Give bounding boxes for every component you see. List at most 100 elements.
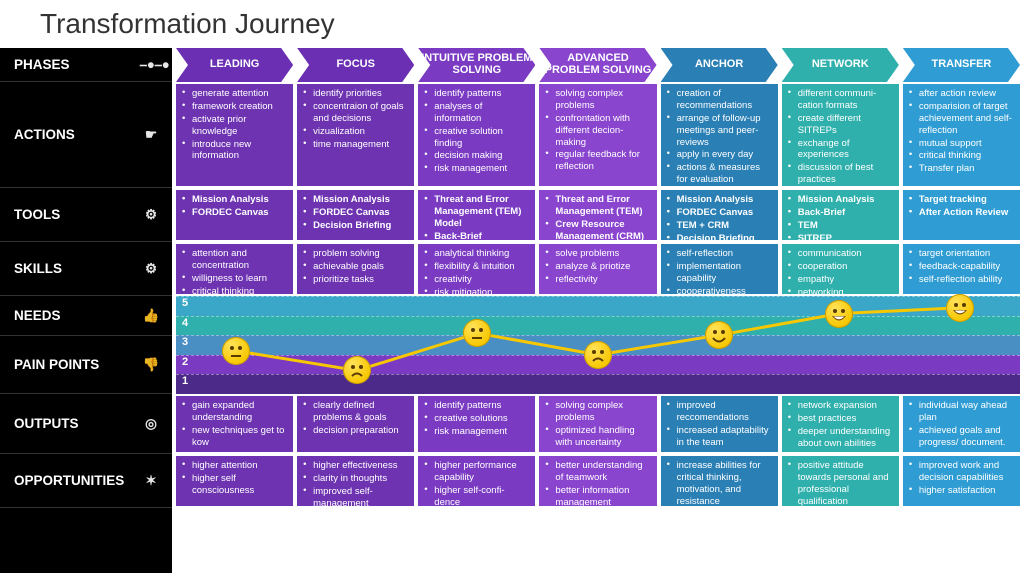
list-item: Mission Analysis (788, 194, 893, 206)
list-item: feedback-capability (909, 261, 1014, 273)
cell: solving complex problemsoptimized handli… (539, 396, 656, 452)
emotion-marker (825, 300, 853, 328)
list-item: Mission Analysis (182, 194, 287, 206)
list-item: introduce new information (182, 139, 287, 163)
list-item: solve problems (545, 248, 650, 260)
row-label-text: PAIN POINTS (14, 357, 99, 372)
row-label-text: OPPORTUNITIES (14, 473, 124, 488)
list-item: Decision Briefing (667, 233, 772, 240)
list-item: clarity in thoughts (303, 473, 408, 485)
cell: higher attentionhigher self consciousnes… (176, 456, 293, 506)
list-item: discussion of best practices (788, 162, 893, 186)
list-item: After Action Review (909, 207, 1014, 219)
cell: higher performance capabilityhigher self… (418, 456, 535, 506)
cell: better understanding of teamworkbetter i… (539, 456, 656, 506)
list-item: solving complex problems (545, 88, 650, 112)
cell: identify patternsanalyses of information… (418, 84, 535, 186)
cell: attention and concentrationwilligness to… (176, 244, 293, 294)
list-item: optimized handling with uncertainty (545, 425, 650, 449)
row-label-text: TOOLS (14, 207, 60, 222)
list-item: self-reflection ability (909, 274, 1014, 286)
emotion-marker (222, 337, 250, 365)
list-item: creative solution finding (424, 126, 529, 150)
list-item: vizualization (303, 126, 408, 138)
row-label-text: NEEDS (14, 308, 61, 323)
row-tools: Mission AnalysisFORDEC CanvasMission Ana… (172, 188, 1024, 242)
list-item: flexibility & intuition (424, 261, 529, 273)
emotion-chart: 54321 (176, 296, 1020, 394)
list-item: reflectivity (545, 274, 650, 286)
tools-icon: ⚙ (140, 207, 162, 223)
list-item: risk mitigation (424, 287, 529, 294)
list-item: solving complex problems (545, 400, 650, 424)
actions-icon: ☛ (140, 127, 162, 143)
row-label-pain: PAIN POINTS 👎 (0, 336, 172, 394)
list-item: comparision of target achievement and se… (909, 101, 1014, 137)
list-item: FORDEC Canvas (182, 207, 287, 219)
cell: solving complex problemsconfrontation wi… (539, 84, 656, 186)
list-item: higher performance capability (424, 460, 529, 484)
list-item: generate attention (182, 88, 287, 100)
cell: identify prioritiesconcentraion of goals… (297, 84, 414, 186)
list-item: clearly defined problems & goals (303, 400, 408, 424)
phase-header-row: LEADINGFOCUSINTUITIVE PROBLEM SOLVINGADV… (172, 48, 1024, 82)
list-item: achieved goals and progress/ document. (909, 425, 1014, 449)
list-item: creation of recommendations (667, 88, 772, 112)
list-item: networking (788, 287, 893, 294)
cell: positive attitude towards personal and p… (782, 456, 899, 506)
list-item: identify patterns (424, 400, 529, 412)
cell: gain expanded understandingnew technique… (176, 396, 293, 452)
cell: higher effectivenessclarity in thoughtsi… (297, 456, 414, 506)
cell: increase abilities for critical thinking… (661, 456, 778, 506)
row-label-text: ACTIONS (14, 127, 75, 142)
phase-header: ADVANCED PROBLEM SOLVING (539, 48, 656, 82)
cell: problem solvingachievable goalsprioritiz… (297, 244, 414, 294)
row-skills: attention and concentrationwilligness to… (172, 242, 1024, 296)
row-label-opps: OPPORTUNITIES ✶ (0, 454, 172, 508)
row-label-tools: TOOLS ⚙ (0, 188, 172, 242)
cell: Mission AnalysisFORDEC CanvasDecision Br… (297, 190, 414, 240)
list-item: creative solutions (424, 413, 529, 425)
cell: Target trackingAfter Action Review (903, 190, 1020, 240)
journey-map: PHASES ⎯●⎯● ACTIONS ☛ TOOLS ⚙ SKILLS ⚙ N… (0, 48, 1024, 573)
list-item: identify patterns (424, 88, 529, 100)
list-item: actions & measures for evaluation (667, 162, 772, 186)
cell: different communi-cation formatscreate d… (782, 84, 899, 186)
row-opps: higher attentionhigher self consciousnes… (172, 454, 1024, 508)
list-item: analytical thinking (424, 248, 529, 260)
journey-grid: LEADINGFOCUSINTUITIVE PROBLEM SOLVINGADV… (172, 48, 1024, 573)
row-labels: PHASES ⎯●⎯● ACTIONS ☛ TOOLS ⚙ SKILLS ⚙ N… (0, 48, 172, 573)
list-item: higher satisfaction (909, 485, 1014, 497)
cell: individual way ahead planachieved goals … (903, 396, 1020, 452)
list-item: deeper understanding about own abilities (788, 426, 893, 450)
list-item: concentraion of goals and decisions (303, 101, 408, 125)
cell: after action reviewcomparision of target… (903, 84, 1020, 186)
list-item: gain expanded understanding (182, 400, 287, 424)
row-label-actions: ACTIONS ☛ (0, 82, 172, 188)
list-item: risk management (424, 163, 529, 175)
list-item: cooperativeness (667, 286, 772, 294)
list-item: increase abilities for critical thinking… (667, 460, 772, 506)
list-item: best practices (788, 413, 893, 425)
spark-icon: ✶ (140, 473, 162, 489)
emotion-marker (584, 341, 612, 369)
cell: network expansionbest practicesdeeper un… (782, 396, 899, 452)
cell: improved work and decision capabilitiesh… (903, 456, 1020, 506)
phase-header: FOCUS (297, 48, 414, 82)
list-item: improved self-management (303, 486, 408, 506)
list-item: improved work and decision capabilities (909, 460, 1014, 484)
list-item: better information management (545, 485, 650, 506)
target-icon: ◎ (140, 416, 162, 432)
cell: Threat and Error Management (TEM)Crew Re… (539, 190, 656, 240)
row-actions: generate attentionframework creationacti… (172, 82, 1024, 188)
emotion-marker (705, 321, 733, 349)
row-label-outputs: OUTPUTS ◎ (0, 394, 172, 454)
page-title: Transformation Journey (0, 0, 1024, 48)
list-item: improved reccomendations (667, 400, 772, 424)
cell: solve problemsanalyze & priotizereflecti… (539, 244, 656, 294)
list-item: Threat and Error Management (TEM) Model (424, 194, 529, 230)
list-item: TEM + CRM (667, 220, 772, 232)
row-label-phases: PHASES ⎯●⎯● (0, 48, 172, 82)
cell: creation of recommendationsarrange of fo… (661, 84, 778, 186)
list-item: attention and concentration (182, 248, 287, 272)
